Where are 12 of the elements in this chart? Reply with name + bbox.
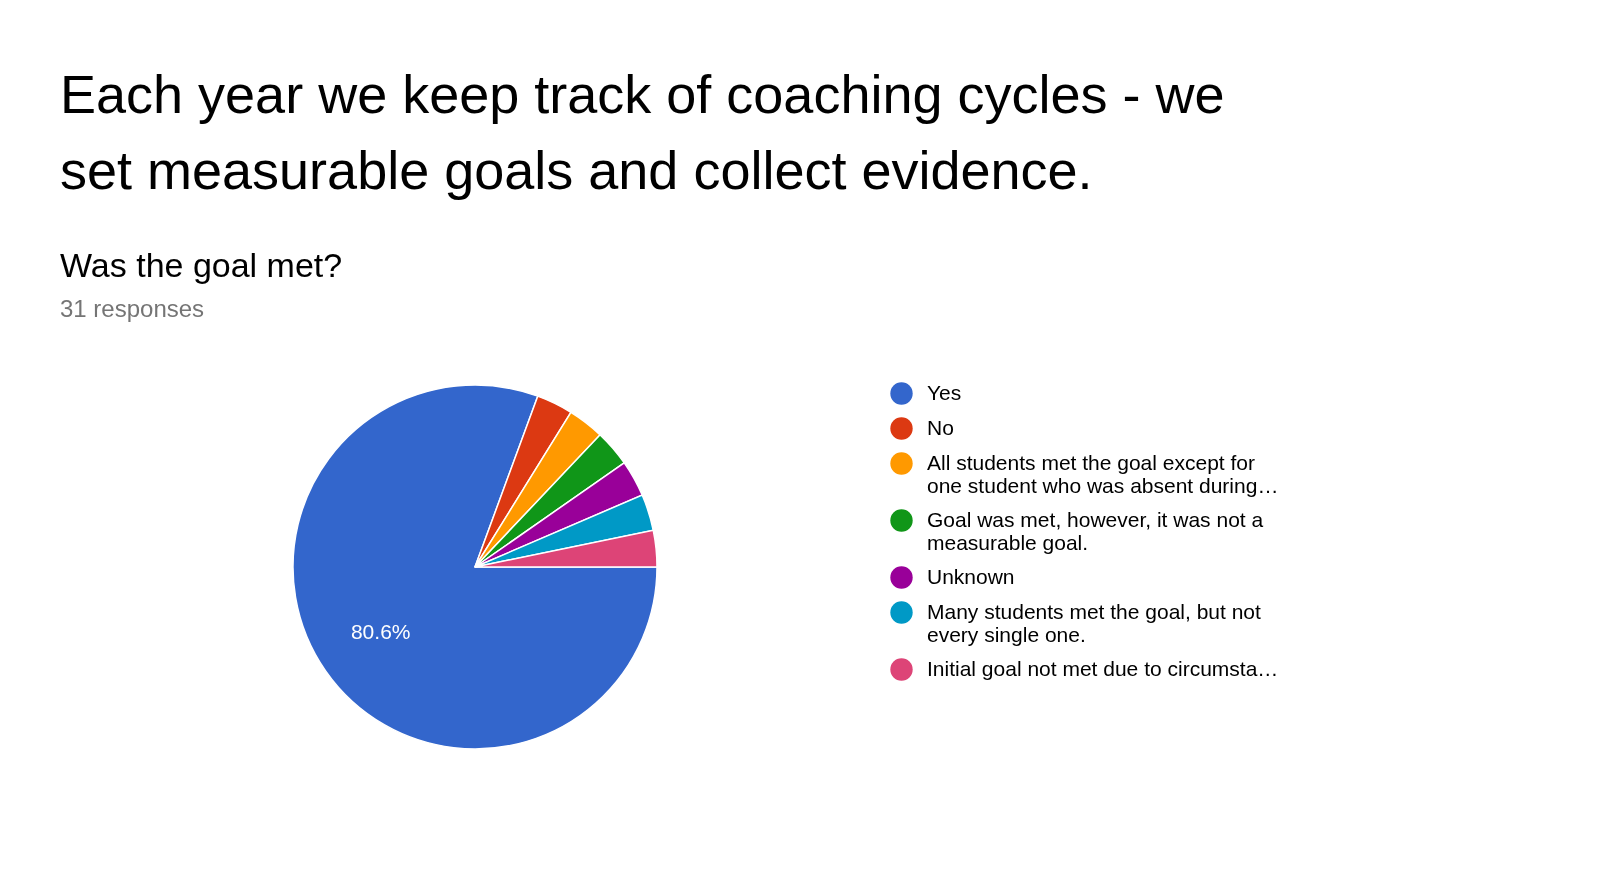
chart-title: Was the goal met? bbox=[60, 246, 343, 284]
text: Each year we keep track of coaching cycles - we set measurable goals and collect evidence. bbox=[60, 64, 1225, 200]
chart-subtitle: 31 responses bbox=[60, 295, 205, 322]
legend-label: Initial goal not met due to circumsta… bbox=[927, 656, 1279, 680]
legend-label: Goal was met, however, it was not a measurable goal. bbox=[927, 507, 1264, 554]
legend-label: Yes bbox=[927, 380, 962, 404]
legend-label: Many students met the goal, but not every single one. bbox=[927, 599, 1262, 646]
data-label: 80.6% bbox=[350, 619, 411, 643]
pie-slice bbox=[292, 384, 658, 750]
legend-label: All students met the goal except for one student who was absent during… bbox=[927, 450, 1279, 497]
legend-label: No bbox=[927, 415, 954, 439]
legend-label: Unknown bbox=[927, 564, 1015, 588]
